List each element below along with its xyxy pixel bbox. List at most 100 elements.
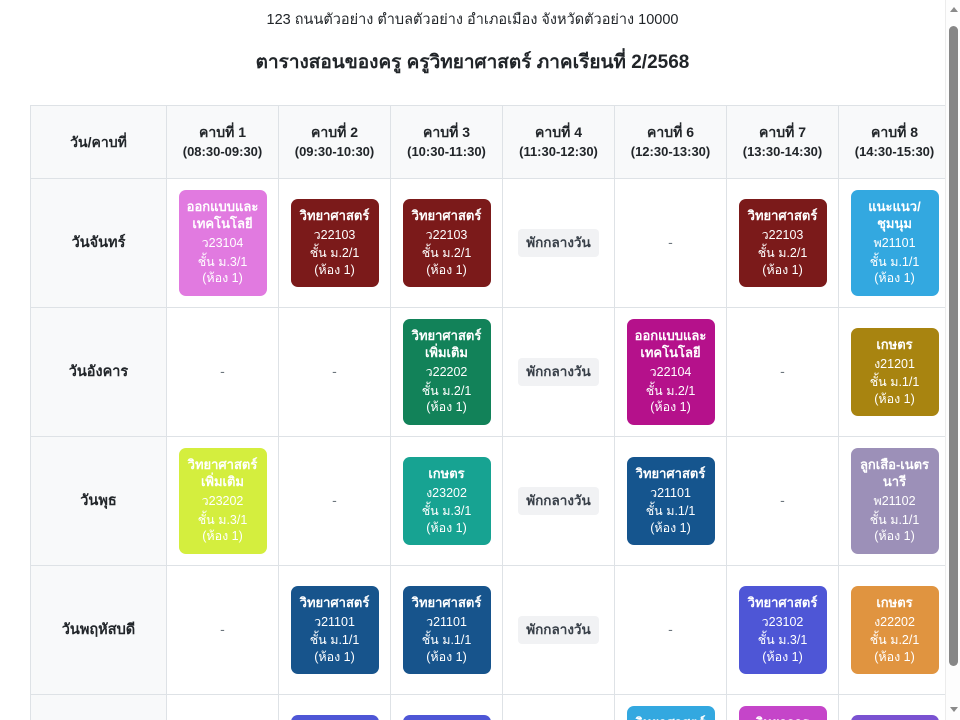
scroll-down-arrow[interactable] <box>946 702 960 718</box>
table-row: วันจันทร์ ออกแบบและเทคโนโลยี ว23104 ชั้น ม.… <box>30 177 945 308</box>
subject-name: เกษตร <box>876 594 913 610</box>
subject-card[interactable]: วิทยาศาสตร์ ว21101 ชั้น ม.1/1 (ห้อง 1) <box>290 585 379 675</box>
subject-card[interactable]: ออกแบบและเทคโนโลยี ว22104 ชั้น ม.2/1 (ห้อง… <box>626 318 715 425</box>
subject-slot-cell: วิทยาศาสตร์ ว21101 ชั้น ม.1/1 (ห้อง 1) <box>390 564 503 695</box>
subject-class: ชั้น ม.2/1 (ห้อง 1) <box>869 633 920 664</box>
subject-code: ง22202 <box>874 614 915 629</box>
empty-slot-dash: - <box>220 620 225 637</box>
subject-slot-cell: ออกแบบและเทคโนโลยี ว22104 ชั้น ม.2/1 (ห้อง… <box>614 306 727 437</box>
subject-class: ชั้น ม.1/1 (ห้อง 1) <box>869 254 920 286</box>
subject-name: แนะแนว/ชุมนุม <box>868 198 921 232</box>
header-period-3: คาบที่ 3 (10:30-11:30) <box>390 104 503 179</box>
empty-slot-cell: - <box>166 564 279 695</box>
period-name: คาบที่ 2 <box>310 124 359 141</box>
header-period-5: คาบที่ 6 (12:30-13:30) <box>614 104 727 179</box>
table-row: วันพุธ วิทยาศาสตร์เพิ่มเติม ว23202 ชั้น ม.3… <box>30 435 945 566</box>
day-label: วันพฤหัสบดี <box>30 564 167 695</box>
lunch-cell: พักกลางวัน <box>502 306 615 437</box>
lunch-chip: พักกลางวัน <box>518 229 599 257</box>
subject-card[interactable]: ออกแบบและเทคโนโลยี ว23104 ชั้น ม.3/1 (ห้อง… <box>178 189 267 296</box>
subject-card[interactable]: วิทยาศาสตร์เพิ่มเติม ว22202 ชั้น ม.2/1 (ห้… <box>402 318 491 425</box>
subject-name: ออกแบบและเทคโนโลยี <box>634 327 707 361</box>
subject-slot-cell: วิทยาศาสตร์ ว22103 ชั้น ม.2/1 (ห้อง 1) <box>726 177 839 308</box>
subject-slot-cell: วิทยาศาสตร์ ว22103 ชั้น ม.2/1 (ห้อง 1) <box>278 177 391 308</box>
subject-card[interactable]: วิทยาการคำนวณว21201ชั้น ม.1/1 (ห้อง 1) <box>738 705 827 720</box>
subject-card[interactable]: ธรรมะพ21103ชั้น ม.1/1 (ห้อง 1) <box>850 714 939 720</box>
subject-slot-cell: ลูกเสือ-เนตรนารี พ21102 ชั้น ม.1/1 (ห้อง 1… <box>838 435 945 566</box>
empty-slot-dash: - <box>668 233 673 250</box>
subject-card[interactable]: เกษตร ง23202 ชั้น ม.3/1 (ห้อง 1) <box>402 456 491 546</box>
subject-code: ว21101 <box>650 485 691 500</box>
subject-name: วิทยาศาสตร์เพิ่มเติม <box>187 456 258 490</box>
school-address: 123 ถนนตัวอย่าง ตำบลตัวอย่าง อำเภอเมือง … <box>266 12 679 28</box>
subject-card[interactable]: วิทยาศาสตร์ ว22103 ชั้น ม.2/1 (ห้อง 1) <box>402 198 491 288</box>
empty-slot-dash: - <box>668 620 673 637</box>
period-time: (13:30-14:30) <box>742 143 823 159</box>
subject-class: ชั้น ม.3/1 (ห้อง 1) <box>421 504 472 535</box>
empty-slot-cell: - <box>726 306 839 437</box>
subject-card[interactable]: วิทยาศาสตร์ ว21101 ชั้น ม.1/1 (ห้อง 1) <box>402 585 491 675</box>
timetable-head: วัน/คาบที่ คาบที่ 1 (08:30-09:30) คาบที่ 2… <box>30 104 945 179</box>
period-time: (10:30-11:30) <box>407 143 486 159</box>
empty-slot-cell: - <box>166 693 279 720</box>
empty-slot-dash: - <box>780 362 785 379</box>
subject-card[interactable]: วิทยาศาสตร์ ว21101 ชั้น ม.1/1 (ห้อง 1) <box>626 456 715 546</box>
lunch-chip: พักกลางวัน <box>518 616 599 644</box>
subject-slot-cell: วิทยาศาสตร์ ว21101 ชั้น ม.1/1 (ห้อง 1) <box>278 564 391 695</box>
subject-slot-cell: วิทยาศาสตร์ ว22103 ชั้น ม.2/1 (ห้อง 1) <box>390 177 503 308</box>
subject-card[interactable]: เกษตรง22202 ชั้น ม.2/1 (ห้อง 1) <box>850 585 939 675</box>
table-row: วันพฤหัสบดี - วิทยาศาสตร์ ว21101 ชั้น ม.1/1 … <box>30 564 945 695</box>
header-row: วัน/คาบที่ คาบที่ 1 (08:30-09:30) คาบที่ 2… <box>30 104 945 179</box>
lunch-cell: พักกลางวัน <box>502 177 615 308</box>
subject-name: วิทยาศาสตร์ <box>747 594 818 610</box>
lunch-chip: พักกลางวัน <box>518 358 599 386</box>
subject-name: เกษตร <box>428 465 465 481</box>
subject-code: ว22103 <box>313 227 356 242</box>
empty-slot-dash: - <box>780 491 785 508</box>
header-period-2: คาบที่ 2 (09:30-10:30) <box>278 104 391 179</box>
subject-card[interactable]: ลูกเสือ-เนตรนารี พ21102 ชั้น ม.1/1 (ห้อง 1… <box>850 447 939 554</box>
subject-card[interactable]: วิทยาศาสตร์ ว22103 ชั้น ม.2/1 (ห้อง 1) <box>738 198 827 288</box>
header-period-1: คาบที่ 1 (08:30-09:30) <box>166 104 279 179</box>
empty-slot-cell: - <box>614 564 727 695</box>
subject-class: ชั้น ม.2/1 (ห้อง 1) <box>757 246 808 277</box>
subject-name: วิทยาศาสตร์ <box>411 594 482 610</box>
period-time: (09:30-10:30) <box>294 143 375 159</box>
subject-slot-cell: เกษตร ง21201 ชั้น ม.1/1 (ห้อง 1) <box>838 306 945 437</box>
subject-slot-cell: เกษตรง22202 ชั้น ม.2/1 (ห้อง 1) <box>838 564 945 695</box>
subject-name: วิทยาศาสตร์ <box>747 207 818 223</box>
subject-card[interactable]: วิทยาศาสตร์เพิ่มเติมว21202ชั้น ม.1/1 (ห้… <box>626 705 715 720</box>
subject-name: วิทยาศาสตร์ <box>635 465 706 481</box>
subject-card[interactable]: เกษตร ง21201 ชั้น ม.1/1 (ห้อง 1) <box>850 327 939 417</box>
day-label: วันจันทร์ <box>30 177 167 308</box>
subject-name: วิทยาศาสตร์ <box>411 207 482 223</box>
scrollbar-thumb[interactable] <box>949 26 958 666</box>
subject-slot-cell: วิทยาการคำนวณว21201ชั้น ม.1/1 (ห้อง 1) <box>726 693 839 720</box>
empty-slot-dash: - <box>332 362 337 379</box>
subject-class: ชั้น ม.1/1 (ห้อง 1) <box>309 633 360 664</box>
period-name: คาบที่ 4 <box>534 124 583 141</box>
subject-class: ชั้น ม.3/1 (ห้อง 1) <box>757 633 808 664</box>
subject-code: พ21101 <box>873 236 916 251</box>
subject-name: วิทยาศาสตร์เพิ่มเติม <box>632 714 710 720</box>
scroll-up-arrow[interactable] <box>946 2 960 18</box>
empty-slot-cell: - <box>278 435 391 566</box>
subject-slot-cell: ออกแบบและเทคโนโลยี ว23104 ชั้น ม.3/1 (ห้อง… <box>166 177 279 308</box>
subject-card[interactable]: วิทยาศาสตร์เพิ่มเติม ว23202 ชั้น ม.3/1 (ห้… <box>178 447 267 554</box>
day-label: วันพุธ <box>30 435 167 566</box>
subject-card[interactable]: แนะแนว/ชุมนุมพ21101 ชั้น ม.1/1 (ห้อง 1) <box>850 189 939 296</box>
subject-slot-cell: วิทยาศาสตร์เพิ่มเติม ว22202 ชั้น ม.2/1 (ห้… <box>390 306 503 437</box>
subject-code: ว23104 <box>201 236 244 251</box>
subject-name: เกษตร <box>876 336 913 352</box>
lunch-cell: พักกลางวัน <box>502 435 615 566</box>
subject-name: ลูกเสือ-เนตรนารี <box>859 456 930 490</box>
period-name: คาบที่ 8 <box>870 124 919 141</box>
table-row: วันอังคาร - - วิทยาศาสตร์เพิ่มเติม ว22202 ชั้… <box>30 306 945 437</box>
vertical-scrollbar[interactable] <box>945 0 960 720</box>
subject-card[interactable]: วิทยาศาสตร์ ว22103 ชั้น ม.2/1 (ห้อง 1) <box>290 198 379 288</box>
